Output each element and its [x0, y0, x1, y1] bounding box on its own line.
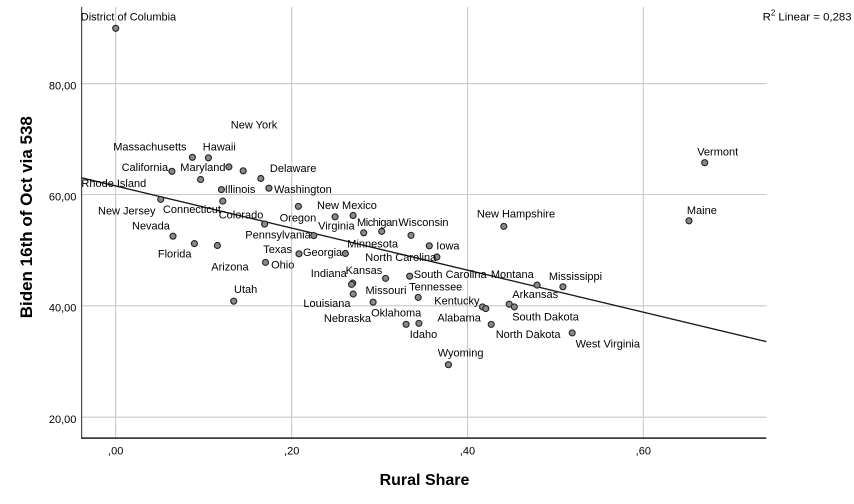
svg-text:New York: New York	[231, 119, 278, 131]
svg-text:Oregon: Oregon	[280, 213, 317, 225]
svg-text:Washington: Washington	[274, 184, 332, 196]
svg-text:Maine: Maine	[687, 205, 717, 217]
svg-text:Hawaii: Hawaii	[203, 142, 236, 154]
svg-text:,00: ,00	[108, 446, 123, 458]
svg-text:,40: ,40	[460, 446, 475, 458]
svg-text:Colorado: Colorado	[219, 209, 264, 221]
svg-text:,60: ,60	[636, 446, 651, 458]
svg-text:Alabama: Alabama	[437, 312, 481, 324]
svg-text:Vermont: Vermont	[697, 146, 738, 158]
svg-text:Rhode Island: Rhode Island	[81, 178, 146, 190]
svg-text:Massachusetts: Massachusetts	[113, 142, 187, 154]
svg-text:Arkansas: Arkansas	[512, 289, 558, 301]
svg-text:Idaho: Idaho	[410, 329, 438, 341]
svg-text:Kansas: Kansas	[346, 265, 383, 277]
svg-text:Pennsylvania: Pennsylvania	[245, 229, 311, 241]
svg-text:Biden 16th of Oct via 538: Biden 16th of Oct via 538	[17, 116, 36, 318]
svg-text:Iowa: Iowa	[436, 241, 460, 253]
svg-text:Utah: Utah	[234, 284, 257, 296]
svg-text:California: California	[122, 162, 169, 174]
svg-text:Rural Share: Rural Share	[380, 472, 470, 489]
svg-text:Connecticut: Connecticut	[163, 204, 221, 216]
svg-text:Mississippi: Mississippi	[549, 271, 602, 283]
svg-text:Delaware: Delaware	[270, 163, 316, 175]
svg-text:Ohio: Ohio	[271, 260, 294, 272]
svg-text:West Virginia: West Virginia	[576, 338, 641, 350]
svg-text:Minnesota: Minnesota	[347, 238, 399, 250]
svg-text:Kentucky: Kentucky	[434, 295, 480, 307]
svg-text:Maryland: Maryland	[180, 162, 225, 174]
svg-text:Wisconsin: Wisconsin	[398, 217, 448, 229]
svg-text:Nevada: Nevada	[132, 220, 171, 232]
svg-text:New Jersey: New Jersey	[98, 205, 156, 217]
svg-text:80,00: 80,00	[49, 81, 77, 93]
svg-text:North Carolina: North Carolina	[365, 252, 437, 264]
svg-text:20,00: 20,00	[49, 414, 77, 426]
svg-text:Michigan: Michigan	[357, 217, 398, 229]
svg-text:Virginia: Virginia	[318, 220, 355, 232]
svg-text:New Hampshire: New Hampshire	[477, 209, 555, 221]
svg-text:North Dakota: North Dakota	[496, 329, 562, 341]
svg-text:Louisiana: Louisiana	[303, 298, 351, 310]
svg-text:60,00: 60,00	[49, 191, 77, 203]
svg-text:Arizona: Arizona	[211, 262, 249, 274]
svg-text:Tennessee: Tennessee	[409, 281, 462, 293]
svg-text:Georgia: Georgia	[303, 247, 343, 259]
svg-text:Nebraska: Nebraska	[324, 313, 372, 325]
svg-text:Illinois: Illinois	[225, 184, 256, 196]
svg-text:40,00: 40,00	[49, 303, 77, 315]
svg-text:Oklahoma: Oklahoma	[371, 308, 422, 320]
svg-text:Missouri: Missouri	[366, 285, 407, 297]
svg-text:Texas: Texas	[263, 244, 292, 256]
svg-text:South Dakota: South Dakota	[512, 311, 580, 323]
svg-text:Indiana: Indiana	[311, 268, 348, 280]
svg-text:District of Columbia: District of Columbia	[81, 12, 177, 24]
svg-text:Florida: Florida	[158, 249, 193, 261]
svg-text:Wyoming: Wyoming	[438, 347, 484, 359]
svg-text:New Mexico: New Mexico	[317, 200, 377, 212]
svg-text:Montana: Montana	[491, 269, 535, 281]
svg-text:,20: ,20	[284, 446, 299, 458]
svg-text:R2 Linear = 0,283: R2 Linear = 0,283	[763, 8, 852, 23]
svg-text:South Carolina: South Carolina	[414, 269, 488, 281]
